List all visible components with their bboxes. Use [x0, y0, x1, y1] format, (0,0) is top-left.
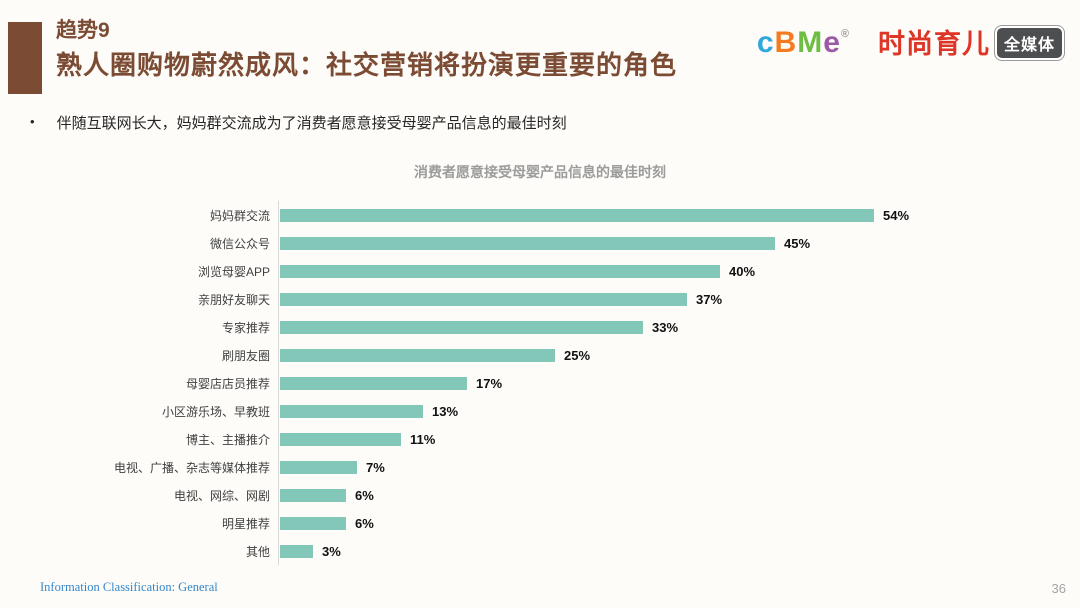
category-label: 亲朋好友聊天 [197, 292, 270, 307]
bullet-marker-icon: • [30, 114, 35, 129]
chart-row: 博主、主播推介 11% [20, 425, 1060, 453]
bar-value-label: 25% [564, 347, 591, 363]
bar [280, 264, 720, 278]
bar [280, 460, 357, 474]
media-brand-text: 时尚育儿 [877, 29, 990, 59]
bar-value-label: 37% [696, 291, 723, 307]
trend-kicker: 趋势9 [56, 19, 110, 42]
category-label: 电视、广播、杂志等媒体推荐 [113, 460, 270, 475]
bar-value-label: 6% [355, 487, 374, 503]
bar-chart: 妈妈群交流 54% 微信公众号 45% 浏览母婴APP 40% 亲朋好友聊天 [20, 201, 1060, 565]
bar-track: 3% [278, 537, 1060, 565]
category-label: 电视、网综、网剧 [173, 488, 270, 503]
bar-track: 17% [278, 369, 1060, 397]
bar [280, 516, 346, 530]
chart-row: 刷朋友圈 25% [20, 341, 1060, 369]
title-accent-bar [8, 22, 42, 94]
cbme-letter-m: M [797, 26, 824, 59]
title-block: 趋势9 熟人圈购物蔚然成风：社交营销将扮演更重要的角色 [56, 16, 677, 84]
bar-value-label: 45% [784, 235, 811, 251]
bar-value-label: 54% [883, 207, 910, 223]
cbme-letter-e: e [823, 26, 841, 59]
category-label: 专家推荐 [221, 320, 270, 335]
bar-track: 13% [278, 397, 1060, 425]
category-label: 微信公众号 [209, 236, 270, 251]
bar-track: 33% [278, 313, 1060, 341]
bar-value-label: 6% [355, 515, 374, 531]
bar-value-label: 17% [476, 375, 503, 391]
bullet-point: • 伴随互联网长大，妈妈群交流成为了消费者愿意接受母婴产品信息的最佳时刻 [30, 112, 567, 133]
classification-footer: Information Classification: General [40, 580, 218, 594]
bar [280, 348, 555, 362]
cbme-letter-c: c [756, 26, 775, 59]
chart-row: 小区游乐场、早教班 13% [20, 397, 1060, 425]
bar-value-label: 7% [366, 459, 385, 475]
category-label: 母婴店店员推荐 [185, 376, 270, 391]
chart-row: 明星推荐 6% [20, 509, 1060, 537]
chart-row: 电视、网综、网剧 6% [20, 481, 1060, 509]
bar [280, 404, 423, 418]
category-label: 刷朋友圈 [221, 348, 270, 363]
bar-value-label: 3% [322, 543, 341, 559]
bar-track: 40% [278, 257, 1060, 285]
bar-value-label: 11% [410, 431, 436, 447]
chart-row: 其他 3% [20, 537, 1060, 565]
category-label: 博主、主播推介 [185, 432, 270, 447]
media-logo: 时尚育儿 全媒体 [877, 22, 1066, 64]
chart-row: 微信公众号 45% [20, 229, 1060, 257]
bar-track: 7% [278, 453, 1060, 481]
bar [280, 208, 874, 222]
bar-track: 25% [278, 341, 1060, 369]
bullet-text: 伴随互联网长大，妈妈群交流成为了消费者愿意接受母婴产品信息的最佳时刻 [56, 115, 567, 132]
bar-track: 45% [278, 229, 1060, 257]
category-label: 妈妈群交流 [209, 208, 270, 223]
bar [280, 236, 775, 250]
bar [280, 320, 643, 334]
chart-row: 妈妈群交流 54% [20, 201, 1060, 229]
bar-track: 6% [278, 481, 1060, 509]
chart-row: 母婴店店员推荐 17% [20, 369, 1060, 397]
category-label: 明星推荐 [221, 516, 270, 531]
chart-row: 亲朋好友聊天 37% [20, 285, 1060, 313]
category-label: 其他 [245, 544, 270, 559]
bar-value-label: 13% [432, 403, 459, 419]
bar-track: 6% [278, 509, 1060, 537]
bar [280, 544, 313, 558]
bar [280, 376, 467, 390]
bar-value-label: 33% [652, 319, 679, 335]
bar-track: 54% [278, 201, 1060, 229]
bar [280, 292, 687, 306]
cbme-letter-b: B [774, 26, 798, 59]
chart-row: 浏览母婴APP 40% [20, 257, 1060, 285]
chart-row: 电视、广播、杂志等媒体推荐 7% [20, 453, 1060, 481]
chart-row: 专家推荐 33% [20, 313, 1060, 341]
bar-track: 37% [278, 285, 1060, 313]
registered-mark-icon: ® [840, 28, 850, 40]
bar [280, 432, 401, 446]
bar-value-label: 40% [729, 263, 756, 279]
page-number: 36 [1051, 581, 1066, 596]
page-title: 熟人圈购物蔚然成风：社交营销将扮演更重要的角色 [56, 50, 678, 80]
category-label: 浏览母婴APP [197, 264, 270, 279]
bar [280, 488, 346, 502]
media-badge: 全媒体 [993, 25, 1066, 61]
chart-title: 消费者愿意接受母婴产品信息的最佳时刻 [414, 164, 666, 180]
bar-track: 11% [278, 425, 1060, 453]
category-label: 小区游乐场、早教班 [161, 404, 270, 419]
